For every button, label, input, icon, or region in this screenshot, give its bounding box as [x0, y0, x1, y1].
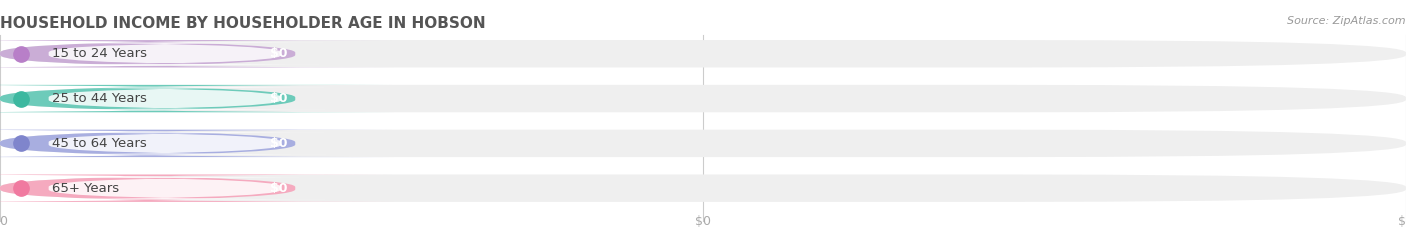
Text: HOUSEHOLD INCOME BY HOUSEHOLDER AGE IN HOBSON: HOUSEHOLD INCOME BY HOUSEHOLDER AGE IN H…: [0, 16, 485, 31]
FancyBboxPatch shape: [0, 175, 1406, 202]
FancyBboxPatch shape: [0, 85, 394, 112]
FancyBboxPatch shape: [0, 87, 359, 110]
Text: Source: ZipAtlas.com: Source: ZipAtlas.com: [1288, 16, 1406, 26]
FancyBboxPatch shape: [0, 40, 1406, 68]
Text: $0: $0: [270, 182, 287, 195]
FancyBboxPatch shape: [0, 85, 1406, 112]
FancyBboxPatch shape: [0, 130, 394, 157]
FancyBboxPatch shape: [0, 130, 1406, 157]
Text: 25 to 44 Years: 25 to 44 Years: [52, 92, 146, 105]
FancyBboxPatch shape: [0, 175, 394, 202]
Text: 45 to 64 Years: 45 to 64 Years: [52, 137, 146, 150]
Text: $0: $0: [1398, 215, 1406, 228]
FancyBboxPatch shape: [0, 40, 394, 68]
Text: $0: $0: [270, 92, 287, 105]
Text: $0: $0: [0, 215, 8, 228]
Text: 15 to 24 Years: 15 to 24 Years: [52, 47, 148, 60]
Text: 65+ Years: 65+ Years: [52, 182, 120, 195]
Text: $0: $0: [695, 215, 711, 228]
Text: $0: $0: [270, 137, 287, 150]
Text: $0: $0: [270, 47, 287, 60]
FancyBboxPatch shape: [0, 177, 359, 199]
FancyBboxPatch shape: [0, 43, 359, 65]
FancyBboxPatch shape: [0, 132, 359, 155]
